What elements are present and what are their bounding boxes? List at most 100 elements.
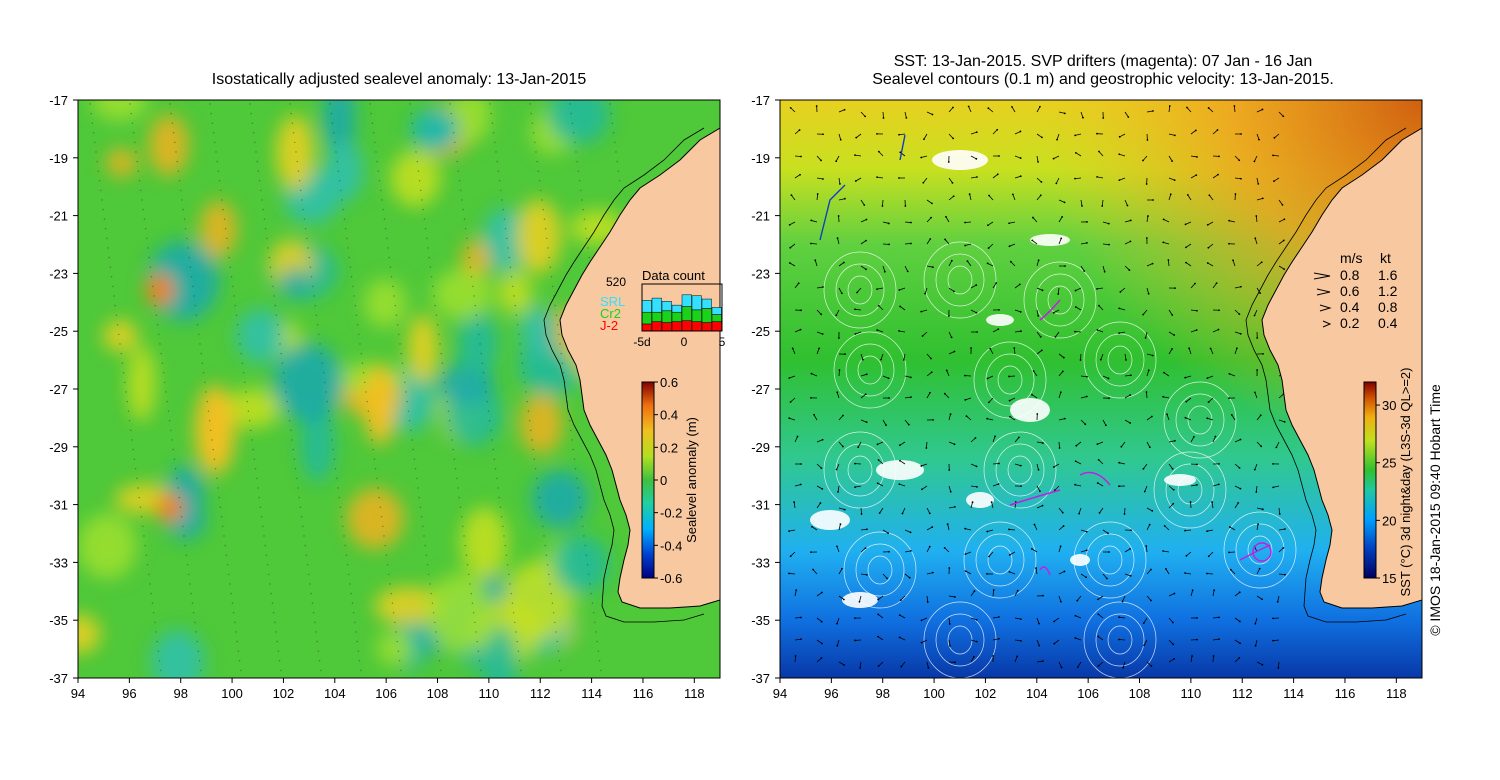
right-panel-title-line1: SST: 13-Jan-2015. SVP drifters (magenta)…	[893, 53, 1313, 70]
data-count-bar-srl	[701, 298, 712, 309]
right-map-y-tick-label: -25	[751, 324, 770, 339]
left-map-x-tick-label: 114	[581, 686, 602, 701]
right-map-y-tick-label: -35	[751, 613, 770, 628]
right-map-x-tick-label: 98	[875, 686, 889, 701]
left-map-y-tick-label: -31	[49, 498, 68, 513]
sla-colorbar-tick-label: 0.2	[660, 440, 678, 455]
sst-colorbar-tick-label: 25	[1382, 456, 1396, 471]
velocity-legend-kt: 0.4	[1378, 315, 1398, 331]
data-count-legend-cr2: Cr2	[600, 306, 621, 321]
left-map-land	[559, 100, 720, 678]
data-count-bar-cr2	[651, 311, 662, 322]
velocity-legend-kt: 1.2	[1378, 283, 1398, 299]
velocity-legend-kt-header: kt	[1380, 250, 1391, 266]
data-count-bar-cr2	[691, 309, 702, 322]
data-count-x-tick-label: 0	[681, 335, 688, 349]
left-map-x-tick-label: 110	[479, 686, 500, 701]
left-map-y-tick-label: -27	[49, 382, 68, 397]
data-count-bar-j2	[661, 322, 672, 332]
data-count-bar-cr2	[701, 308, 712, 323]
left-map-y-tick-label: -29	[49, 440, 68, 455]
sla-colorbar-tick-label: 0.6	[660, 375, 678, 390]
data-count-bar-j2	[671, 321, 682, 332]
right-map-x-tick-label: 96	[824, 686, 838, 701]
right-map	[780, 100, 1422, 678]
sla-colorbar-tick-label: 0	[660, 473, 667, 488]
sla-colorbar-tick-label: 0.4	[660, 408, 678, 423]
right-map-x-tick-label: 102	[975, 686, 997, 701]
left-map-y-tick-label: -19	[49, 151, 68, 166]
data-count-frame	[641, 283, 723, 332]
right-map-x-tick-label: 94	[773, 686, 787, 701]
left-map-x-tick-label: 106	[375, 686, 397, 701]
data-count-bar-srl	[681, 294, 692, 307]
right-map-y-tick-label: -37	[751, 671, 770, 686]
right-map-x-tick-label: 110	[1181, 686, 1202, 701]
data-count-title: Data count	[642, 268, 705, 283]
sst-colorbar-tick-label: 30	[1382, 398, 1396, 413]
imos-credit: © IMOS 18-Jan-2015 09:40 Hobart Time	[1427, 384, 1443, 636]
left-map-shelf-contour	[543, 127, 705, 623]
right-map-x-tick-label: 106	[1077, 686, 1099, 701]
velocity-legend-arrow	[1322, 320, 1332, 328]
data-count-x-tick-label: -5d	[633, 335, 650, 349]
right-map-y-tick-label: -31	[751, 498, 770, 513]
right-map-y-tick-label: -21	[751, 209, 770, 224]
velocity-legend-ms: 0.8	[1340, 267, 1360, 283]
left-map-y-tick-label: -17	[49, 93, 68, 108]
sla-colorbar-tick-label: -0.4	[660, 538, 682, 553]
sla-colorbar-tick-label: -0.2	[660, 506, 682, 521]
data-count-bar-srl	[711, 307, 722, 315]
velocity-legend-kt: 0.8	[1378, 299, 1398, 315]
left-map-y-tick-label: -35	[49, 613, 68, 628]
right-map-y-tick-label: -23	[751, 266, 770, 281]
right-map-y-tick-label: -27	[751, 382, 770, 397]
sla-colorbar	[641, 381, 655, 579]
right-map-x-tick-label: 116	[1335, 686, 1356, 701]
data-count-bar-cr2	[681, 306, 692, 321]
data-count-bar-srl	[661, 301, 672, 312]
left-map-x-tick-label: 116	[633, 686, 654, 701]
right-map-y-tick-label: -19	[751, 151, 770, 166]
left-map-x-tick-label: 94	[71, 686, 85, 701]
left-map-x-tick-label: 104	[324, 686, 346, 701]
sla-colorbar-label: Sealevel anomaly (m)	[684, 417, 699, 543]
right-map-x-tick-label: 118	[1386, 686, 1407, 701]
sla-colorbar-tick-label: -0.6	[660, 571, 682, 586]
left-map-y-tick-label: -23	[49, 266, 68, 281]
data-count-bar-j2	[651, 321, 662, 332]
right-panel-title-line2: Sealevel contours (0.1 m) and geostrophi…	[872, 71, 1334, 88]
data-count-max: 520	[606, 275, 626, 289]
data-count-bar-j2	[691, 321, 702, 332]
data-count-bar-j2	[641, 323, 652, 332]
right-map-y-tick-label: -17	[751, 93, 770, 108]
velocity-legend-ms: 0.6	[1340, 283, 1360, 299]
data-count-bar-cr2	[671, 311, 682, 322]
data-count-bar-srl	[691, 295, 702, 311]
data-count-bar-srl	[651, 297, 662, 313]
data-count-bar-cr2	[711, 314, 722, 322]
data-count-bar-j2	[681, 320, 692, 332]
left-map-y-tick-label: -21	[49, 209, 68, 224]
data-count-bar-cr2	[661, 310, 672, 323]
data-count-legend-j-2: J-2	[600, 318, 618, 333]
velocity-legend-ms: 0.2	[1340, 315, 1360, 331]
left-map-x-tick-label: 108	[427, 686, 449, 701]
right-map-land	[1261, 100, 1422, 678]
data-count-x-tick-label: 5	[719, 335, 726, 349]
velocity-legend-ms: 0.4	[1340, 299, 1360, 315]
left-map-x-tick-label: 100	[221, 686, 243, 701]
data-count-bar-cr2	[641, 311, 652, 325]
right-map-x-tick-label: 104	[1026, 686, 1048, 701]
velocity-legend-ms-header: m/s	[1340, 250, 1363, 266]
data-count-bar-j2	[711, 321, 722, 332]
data-count-bar-srl	[641, 300, 652, 313]
right-map-y-tick-label: -33	[751, 555, 770, 570]
right-map-y-tick-label: -29	[751, 440, 770, 455]
velocity-legend-arrow	[1319, 304, 1332, 312]
data-count-bar-j2	[701, 322, 712, 332]
sst-colorbar-label: SST (°C) 3d night&day (L3S-3d QL>=2)	[1398, 368, 1413, 597]
left-map-x-tick-label: 112	[530, 686, 551, 701]
left-map-x-tick-label: 102	[273, 686, 295, 701]
